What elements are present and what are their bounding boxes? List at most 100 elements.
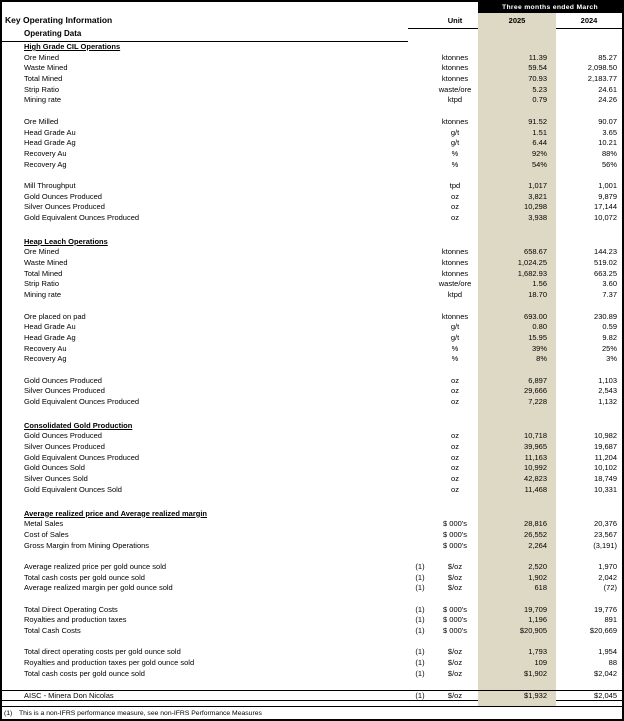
row-value-2025: 1,902 bbox=[478, 572, 556, 584]
row-value-2024: 1,970 bbox=[598, 561, 617, 571]
row-value-2025: 10,298 bbox=[478, 202, 556, 214]
row-unit: % bbox=[451, 148, 459, 158]
row-value-2025: 1,682.93 bbox=[478, 268, 556, 280]
row-value-2025: 42,823 bbox=[478, 474, 556, 485]
table-row: Gold Equivalent Ounces Produced oz 7,228 1,… bbox=[2, 397, 622, 408]
row-value-2025: 39% bbox=[478, 343, 556, 355]
section-title: Consolidated Gold Production bbox=[24, 420, 133, 430]
row-note bbox=[408, 453, 432, 464]
row-label: Total Direct Operating Costs bbox=[24, 604, 118, 614]
period-header: Three months ended March bbox=[478, 2, 622, 13]
row-label: Total cash costs per gold ounce sold bbox=[24, 668, 145, 678]
table-row: Gold Equivalent Ounces Produced oz 3,938 10… bbox=[2, 213, 622, 224]
row-value-2024: 19,776 bbox=[594, 604, 617, 614]
spacer-row bbox=[2, 551, 622, 562]
table-row: Recovery Au% 92% 88% bbox=[2, 148, 622, 160]
row-unit: ktonnes bbox=[441, 52, 469, 62]
row-label: Waste Mined bbox=[24, 63, 68, 73]
row-note: (1) bbox=[415, 691, 425, 701]
row-note: (1) bbox=[415, 604, 425, 614]
row-value-2024: $2,045 bbox=[594, 691, 617, 701]
row-value-2024: 25% bbox=[601, 343, 617, 353]
table-row: Head Grade Ag g/t 6.44 10.21 bbox=[2, 138, 622, 149]
row-label: Gold Ounces Produced bbox=[24, 375, 102, 385]
row-value-2024: 2,543 bbox=[598, 386, 617, 396]
row-label: Total Cash Costs bbox=[24, 626, 81, 636]
row-note bbox=[408, 213, 432, 224]
row-value-2024: $2,042 bbox=[594, 668, 617, 678]
row-value-2024: 9.82 bbox=[602, 332, 617, 342]
row-unit: oz bbox=[451, 397, 459, 406]
row-value-2024: 17,144 bbox=[594, 202, 617, 212]
row-value-2025: 92% bbox=[478, 148, 556, 160]
table-row: Total cash costs per gold ounce sold (1) $… bbox=[2, 572, 622, 584]
row-note: (1) bbox=[415, 647, 425, 657]
row-note bbox=[408, 63, 432, 74]
row-unit: $/oz bbox=[447, 668, 463, 678]
row-unit: waste/ore bbox=[438, 84, 472, 94]
row-value-2025: 2,264 bbox=[478, 540, 556, 552]
row-value-2025: 11,163 bbox=[478, 452, 556, 464]
row-note bbox=[408, 474, 432, 485]
row-label: Waste Mined bbox=[24, 258, 68, 268]
row-label: Silver Ounces Sold bbox=[24, 474, 88, 484]
row-value-2025: 693.00 bbox=[478, 311, 556, 323]
row-value-2025: 26,552 bbox=[478, 529, 556, 541]
row-value-2024: 7.37 bbox=[602, 290, 617, 300]
page-title: Key Operating Information bbox=[5, 15, 113, 25]
row-note bbox=[408, 160, 432, 171]
table-row: Mill Throughput tpd 1,017 1,001 bbox=[2, 180, 622, 192]
table-row: Recovery Ag% 54% 56% bbox=[2, 159, 622, 171]
subtitle-row: Operating Data bbox=[2, 28, 622, 42]
row-unit: oz bbox=[451, 442, 459, 452]
row-note bbox=[408, 519, 432, 530]
row-value-2024: 88% bbox=[601, 148, 617, 158]
row-unit: $/oz bbox=[447, 647, 463, 657]
row-unit: oz bbox=[451, 452, 459, 462]
row-unit: oz bbox=[451, 386, 459, 396]
row-note bbox=[408, 95, 432, 106]
row-unit: % bbox=[451, 343, 459, 353]
row-note bbox=[408, 463, 432, 474]
row-note bbox=[408, 128, 432, 139]
row-note bbox=[408, 247, 432, 258]
row-value-2025: 70.93 bbox=[478, 74, 556, 85]
row-unit: g/t bbox=[450, 332, 460, 342]
row-label: Silver Ounces Produced bbox=[24, 386, 105, 396]
row-label: Gold Ounces Produced bbox=[24, 431, 102, 441]
row-value-2024: 2,042 bbox=[598, 572, 617, 582]
row-value-2025: 5.23 bbox=[478, 84, 556, 96]
section-header-row: Average realized price and Average reali… bbox=[2, 508, 622, 520]
row-value-2025: 658.67 bbox=[478, 247, 556, 259]
year-2024-column-header: 2024 bbox=[556, 13, 622, 29]
row-value-2025: 11,468 bbox=[478, 484, 556, 496]
row-value-2025: 15.95 bbox=[478, 332, 556, 344]
spacer-row bbox=[2, 636, 622, 648]
row-note bbox=[408, 290, 432, 301]
row-label: Gold Ounces Produced bbox=[24, 191, 102, 201]
row-label: Recovery Au bbox=[24, 148, 67, 158]
row-value-2024: 9,879 bbox=[598, 191, 617, 201]
table-row: Gold Ounces Produced oz 6,897 1,103 bbox=[2, 375, 622, 387]
row-unit: oz bbox=[451, 375, 459, 385]
footnote: (1) This is a non-IFRS performance measu… bbox=[2, 706, 622, 719]
row-value-2024: 1,954 bbox=[598, 647, 617, 657]
row-unit: ktonnes bbox=[441, 74, 469, 84]
row-note: (1) bbox=[415, 626, 425, 636]
row-value-2024: 10,982 bbox=[594, 431, 617, 441]
operating-data-table: High Grade CIL Operations Ore Mined ktonne… bbox=[2, 42, 622, 706]
row-label: Mill Throughput bbox=[24, 180, 76, 190]
row-value-2024: 10,102 bbox=[594, 463, 617, 473]
row-unit: $/oz bbox=[447, 583, 463, 593]
table-row: Gold Ounces Sold oz 10,992 10,102 bbox=[2, 463, 622, 475]
row-value-2024: 891 bbox=[604, 615, 617, 625]
row-note bbox=[408, 269, 432, 280]
row-note bbox=[408, 181, 432, 192]
row-label: Ore Mined bbox=[24, 52, 60, 62]
table-row: Gold Ounces Produced oz 10,718 10,982 bbox=[2, 431, 622, 443]
page-subtitle: Operating Data bbox=[2, 28, 408, 42]
spacer-row bbox=[2, 300, 622, 312]
row-value-2025: $1,902 bbox=[478, 668, 556, 680]
row-value-2024: 24.26 bbox=[598, 95, 617, 105]
row-note bbox=[408, 333, 432, 344]
